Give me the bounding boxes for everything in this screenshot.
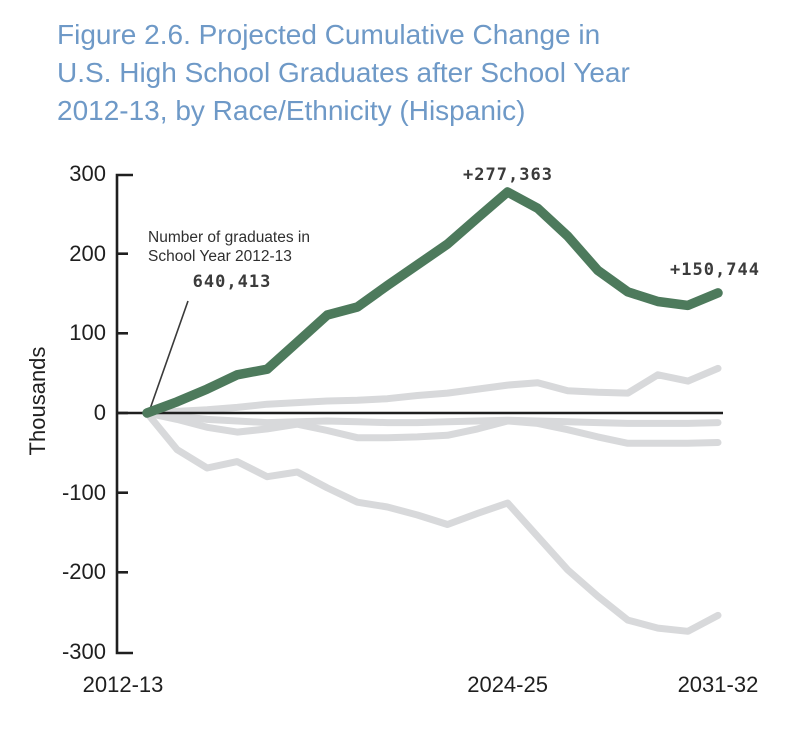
x-tick-label: 2024-25 xyxy=(467,672,548,697)
peak-value-label: +277,363 xyxy=(463,165,553,185)
baseline-annotation: Number of graduates in School Year 2012-… xyxy=(148,228,310,266)
figure-title-line-2: U.S. High School Graduates after School … xyxy=(57,57,630,88)
baseline-annotation-line-2: School Year 2012-13 xyxy=(148,248,292,265)
x-tick-label: 2012-13 xyxy=(82,672,164,697)
baseline-value-label: 640,413 xyxy=(192,272,272,292)
figure-title-line-3: 2012-13, by Race/Ethnicity (Hispanic) xyxy=(57,95,526,126)
gray-line xyxy=(143,409,722,447)
final-value-label: +150,744 xyxy=(670,260,760,280)
y-tick-label: -100 xyxy=(61,479,106,505)
x-tick-label: 2031-32 xyxy=(677,672,759,697)
y-tick-label: 0 xyxy=(93,400,106,425)
gray-line xyxy=(143,409,722,635)
y-tick-label: -200 xyxy=(61,559,106,585)
emphasized-line-group xyxy=(142,187,723,418)
y-axis xyxy=(115,173,133,655)
y-axis-ticks xyxy=(117,252,128,574)
gray-line xyxy=(143,364,722,417)
figure-title: Figure 2.6. Projected Cumulative Change … xyxy=(57,16,630,130)
figure-title-line-1: Figure 2.6. Projected Cumulative Change … xyxy=(57,19,601,50)
hispanic-line xyxy=(142,187,723,418)
y-axis-title: Thousands xyxy=(25,346,50,456)
gray-line xyxy=(143,409,722,427)
gray-lines-group xyxy=(143,364,722,635)
annotation-pointer-line xyxy=(149,300,189,410)
baseline-annotation-line-1: Number of graduates in xyxy=(148,229,310,246)
y-tick-label: 200 xyxy=(69,240,106,266)
y-tick-label: -300 xyxy=(61,639,106,664)
y-tick-label: 100 xyxy=(69,320,106,346)
y-tick-label: 300 xyxy=(69,160,106,186)
